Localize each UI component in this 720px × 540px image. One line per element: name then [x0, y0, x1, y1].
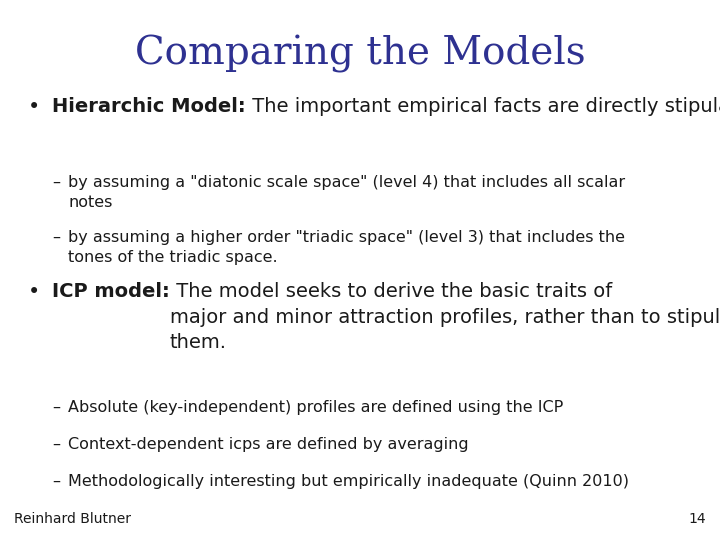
Text: –: –: [52, 474, 60, 489]
Text: •: •: [28, 282, 40, 302]
Text: Hierarchic Model:: Hierarchic Model:: [52, 97, 246, 116]
Text: Context-dependent icps are defined by averaging: Context-dependent icps are defined by av…: [68, 437, 469, 452]
Text: Comparing the Models: Comparing the Models: [135, 35, 585, 73]
Text: ICP model:: ICP model:: [52, 282, 170, 301]
Text: •: •: [28, 97, 40, 117]
Text: The important empirical facts are directly stipulated:: The important empirical facts are direct…: [246, 97, 720, 116]
Text: –: –: [52, 230, 60, 245]
Text: by assuming a "diatonic scale space" (level 4) that includes all scalar
notes: by assuming a "diatonic scale space" (le…: [68, 175, 625, 210]
Text: Methodologically interesting but empirically inadequate (Quinn 2010): Methodologically interesting but empiric…: [68, 474, 629, 489]
Text: 14: 14: [688, 512, 706, 526]
Text: –: –: [52, 400, 60, 415]
Text: –: –: [52, 437, 60, 452]
Text: The model seeks to derive the basic traits of
major and minor attraction profile: The model seeks to derive the basic trai…: [170, 282, 720, 353]
Text: –: –: [52, 175, 60, 190]
Text: by assuming a higher order "triadic space" (level 3) that includes the
tones of : by assuming a higher order "triadic spac…: [68, 230, 625, 265]
Text: Absolute (key-independent) profiles are defined using the ICP: Absolute (key-independent) profiles are …: [68, 400, 563, 415]
Text: Reinhard Blutner: Reinhard Blutner: [14, 512, 131, 526]
